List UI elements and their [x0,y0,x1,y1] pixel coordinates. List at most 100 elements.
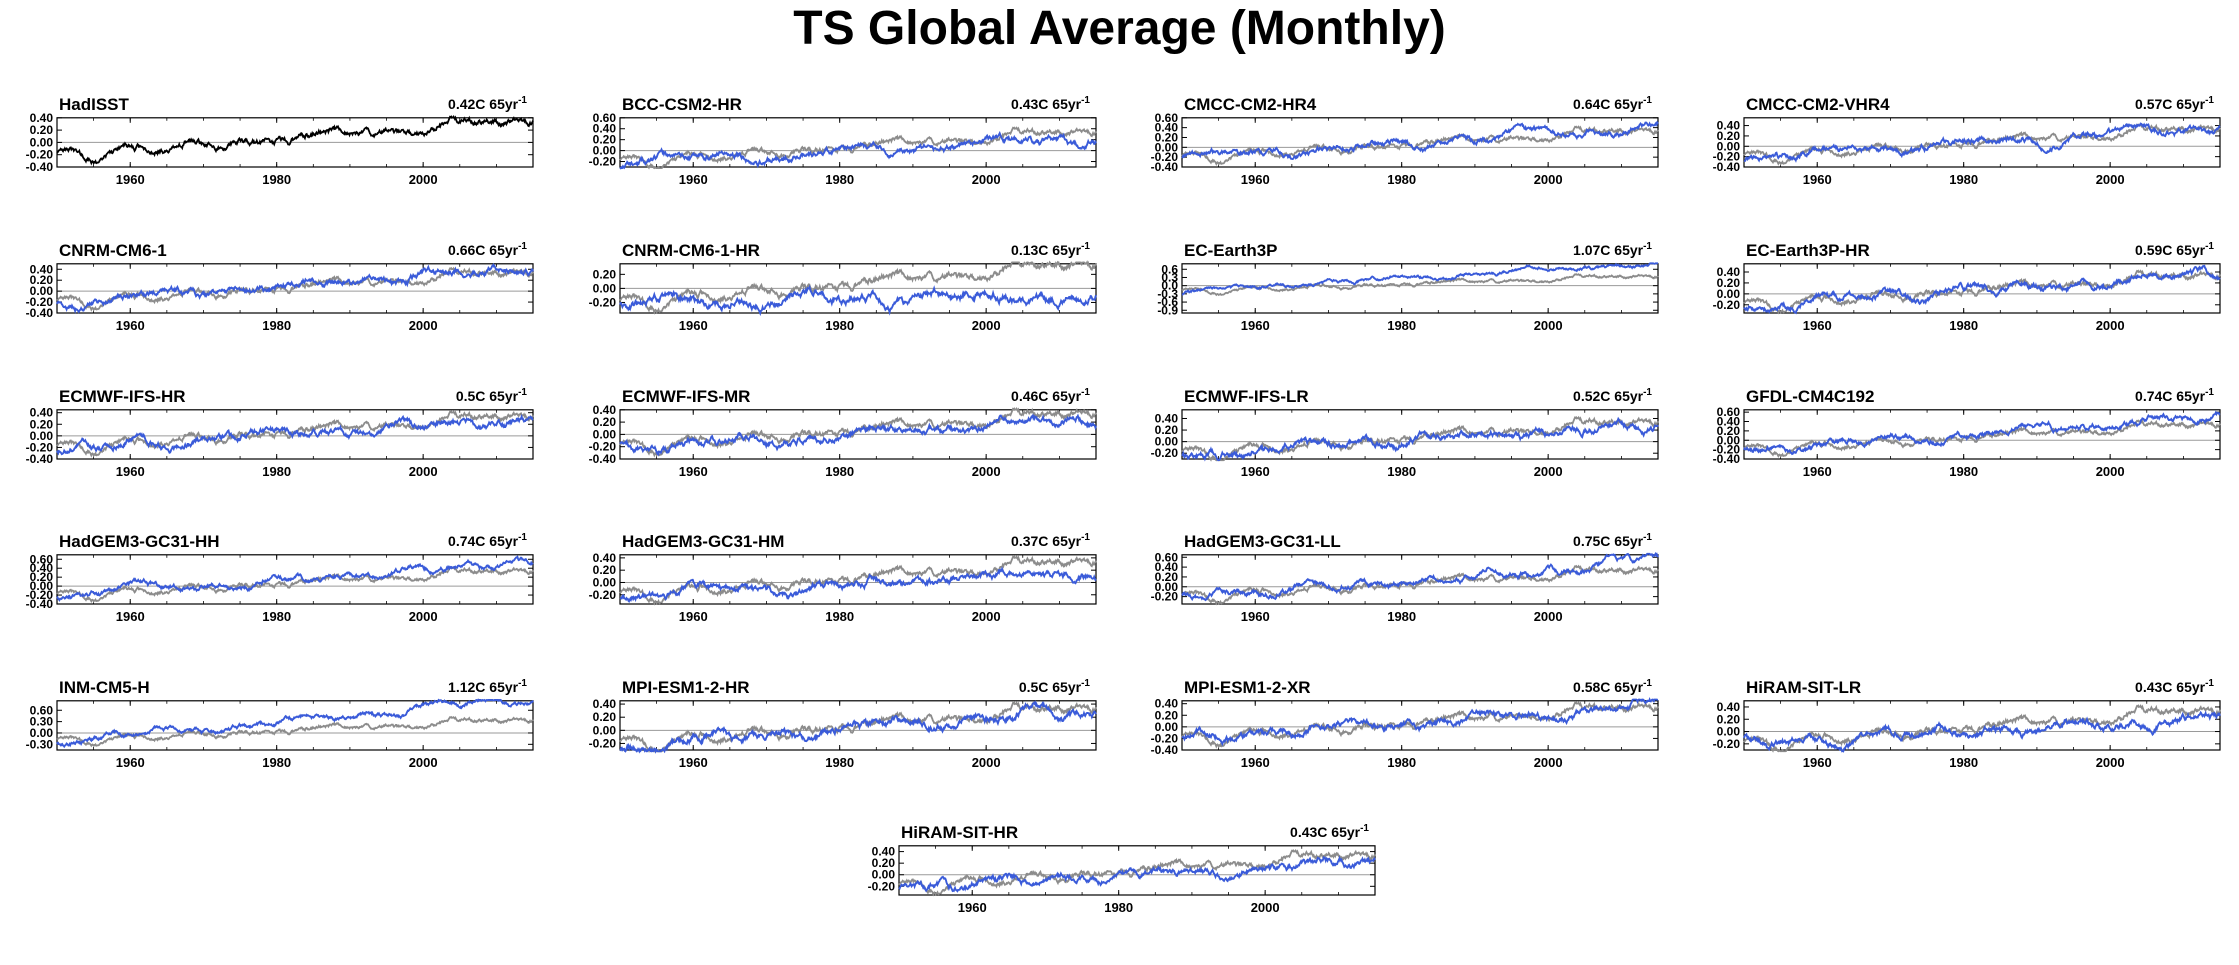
panel-hadisst: -0.40-0.200.000.200.40 1960 1980 2000 HadISS… [26,95,534,187]
panel-trend: 0.42C 65yr-1 [448,95,527,112]
x-tick-label: 2000 [1534,172,1563,187]
y-tick-label: 0.00 [30,579,54,593]
y-tick-label: -0.20 [26,588,54,602]
x-tick-label: 1960 [1803,172,1832,187]
x-tick-label: 1960 [679,464,708,479]
trend-superscript: -1 [518,678,527,689]
y-tick-label: -0.20 [1151,446,1179,460]
x-tick-label: 1960 [116,464,145,479]
panel-hadgem3-gc31-ll: -0.200.000.200.400.60 1960 1980 2000 HadGEM3… [1151,532,1659,624]
y-tick-label: 0.00 [1717,725,1741,739]
y-tick-label: -0.20 [1151,150,1179,164]
plot-frame [1181,117,1659,168]
panel-mpi-esm1-2-xr: -0.40-0.200.000.200.40 1960 1980 2000 MPI-ES… [1151,678,1659,770]
panel-title: HiRAM-SIT-LR [1746,678,1861,697]
panel-title: ECMWF-IFS-MR [622,387,750,406]
x-tick-label: 1960 [116,172,145,187]
trend-superscript: -1 [1643,678,1652,689]
panel-title: HadGEM3-GC31-LL [1184,532,1341,551]
trend-superscript: -1 [1081,678,1090,689]
x-tick-label: 2000 [409,172,438,187]
panel-title: HadISST [59,95,130,114]
main-title: TS Global Average (Monthly) [793,2,1446,55]
y-tick-label: 0.60 [30,703,54,717]
y-tick-label: 0.20 [30,417,54,431]
panel-mpi-esm1-2-hr: -0.200.000.200.40 1960 1980 2000 MPI-ESM1-2-… [589,678,1097,770]
y-tick-label: 0.00 [872,868,896,882]
trend-superscript: -1 [2205,678,2214,689]
x-tick-label: 1960 [679,755,708,770]
panel-cmcc-cm2-vhr4: -0.40-0.200.000.200.40 1960 1980 2000 CMCC-C… [1713,95,2221,187]
panel-trend: 0.66C 65yr-1 [448,241,527,258]
y-tick-label: 0.3 [1161,270,1178,284]
series-model [1181,551,1659,602]
y-tick-label: 0.20 [872,856,896,870]
y-tick-label: -0.20 [589,588,617,602]
panel-hiram-sit-hr: -0.200.000.200.40 1960 1980 2000 HiRAM-SIT-H… [868,823,1376,915]
plot-frame [898,845,1376,896]
x-tick-label: 1960 [958,900,987,915]
x-tick-label: 2000 [409,464,438,479]
series-model [56,262,534,314]
panel-bcc-csm2-hr: -0.200.000.200.400.60 1960 1980 2000 BCC-CSM… [589,95,1097,187]
trend-superscript: -1 [1360,823,1369,834]
panel-trend: 0.57C 65yr-1 [2135,95,2214,112]
y-tick-label: 0.40 [1717,119,1741,133]
y-tick-label: 0.40 [1155,697,1179,711]
series-reference [619,555,1097,606]
y-tick-label: 0.40 [593,403,617,417]
plot-frame [1743,700,2221,751]
panel-ecmwf-ifs-lr: -0.200.000.200.40 1960 1980 2000 ECMWF-IFS-L… [1151,387,1659,479]
y-tick-label: 0.20 [593,267,617,281]
y-tick-label: 0.40 [593,122,617,136]
x-tick-label: 1980 [262,464,291,479]
trend-superscript: -1 [1081,95,1090,106]
y-tick-label: -0.40 [1151,160,1179,174]
trend-superscript: -1 [518,387,527,398]
x-tick-label: 1960 [116,755,145,770]
y-tick-label: -0.20 [1713,150,1741,164]
trend-superscript: -1 [518,95,527,106]
panel-hadgem3-gc31-hh: -0.40-0.200.000.200.400.60 1960 1980 2000 Ha… [26,532,534,624]
panel-trend: 0.64C 65yr-1 [1573,95,1652,112]
series-hadisst [56,114,534,166]
plot-frame [1181,554,1659,605]
series-reference [619,260,1097,315]
y-tick-label: -0.20 [1151,590,1179,604]
panel-title: CMCC-CM2-VHR4 [1746,95,1890,114]
x-tick-label: 2000 [2096,318,2125,333]
panel-ecmwf-ifs-mr: -0.40-0.200.000.200.40 1960 1980 2000 ECMWF-… [589,387,1097,479]
plot-frame [1743,263,2221,314]
y-tick-label: -0.20 [26,295,54,309]
series-model [619,700,1097,754]
y-tick-label: 0.00 [593,575,617,589]
y-tick-label: 0.40 [1717,700,1741,714]
y-tick-label: -0.3 [1157,287,1178,301]
panel-title: ECMWF-IFS-HR [59,387,186,406]
plot-frame [1181,409,1659,460]
y-tick-label: -0.40 [1151,743,1179,757]
panel-ec-earth3p-hr: -0.200.000.200.40 1960 1980 2000 EC-Earth3P-… [1713,241,2221,333]
y-tick-label: 0.20 [30,273,54,287]
series-reference [619,406,1097,458]
series-model [619,413,1097,457]
y-tick-label: 0.00 [1155,580,1179,594]
y-tick-label: 0.00 [30,726,54,740]
series-model [1181,697,1659,747]
panel-title: ECMWF-IFS-LR [1184,387,1309,406]
series-reference [1743,419,2221,458]
panel-gfdl-cm4c192: -0.40-0.200.000.200.400.60 1960 1980 2000 GF… [1713,387,2221,479]
plot-frame [619,700,1097,751]
series-reference [56,715,534,748]
x-tick-label: 1980 [1949,464,1978,479]
y-tick-label: -0.20 [589,440,617,454]
trend-superscript: -1 [1643,532,1652,543]
panel-title: HadGEM3-GC31-HH [59,532,220,551]
y-tick-label: -0.20 [868,879,896,893]
x-tick-label: 2000 [2096,464,2125,479]
x-tick-label: 2000 [1534,318,1563,333]
panel-title: GFDL-CM4C192 [1746,387,1874,406]
y-tick-label: -0.30 [26,737,54,751]
trend-superscript: -1 [1643,95,1652,106]
y-tick-label: 0.00 [30,429,54,443]
